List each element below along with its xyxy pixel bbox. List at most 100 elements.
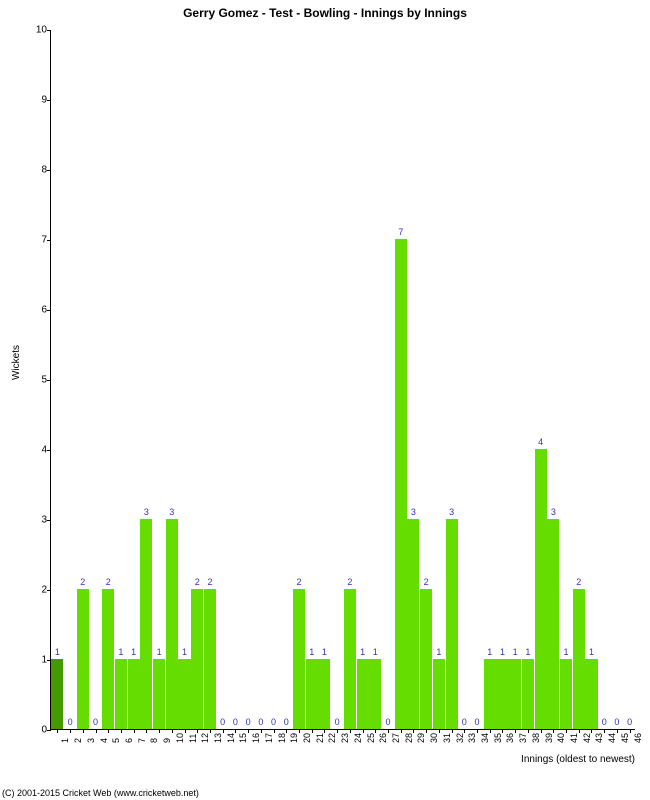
x-tick: 30 bbox=[429, 733, 439, 743]
x-tick: 35 bbox=[493, 733, 503, 743]
x-tick: 45 bbox=[620, 733, 630, 743]
x-tick: 38 bbox=[531, 733, 541, 743]
bar-value-label: 4 bbox=[535, 437, 547, 447]
y-tick-mark bbox=[47, 170, 51, 171]
bar-value-label: 1 bbox=[560, 647, 572, 657]
bar-value-label: 1 bbox=[153, 647, 165, 657]
x-tick-mark bbox=[108, 729, 109, 733]
x-tick: 26 bbox=[378, 733, 388, 743]
x-tick-mark bbox=[121, 729, 122, 733]
x-tick-mark bbox=[553, 729, 554, 733]
bar-value-label: 2 bbox=[102, 577, 114, 587]
x-tick: 40 bbox=[556, 733, 566, 743]
y-tick-mark bbox=[47, 240, 51, 241]
bar-value-label: 1 bbox=[369, 647, 381, 657]
x-tick-mark bbox=[185, 729, 186, 733]
x-tick: 37 bbox=[518, 733, 528, 743]
bar: 1 bbox=[306, 659, 318, 729]
x-tick: 1 bbox=[60, 738, 70, 743]
bar: 1 bbox=[51, 659, 63, 729]
y-tick: 9 bbox=[23, 95, 47, 106]
bar: 1 bbox=[115, 659, 127, 729]
bar-value-label: 0 bbox=[89, 717, 101, 727]
x-tick: 39 bbox=[544, 733, 554, 743]
bar-value-label: 2 bbox=[420, 577, 432, 587]
bar-value-label: 0 bbox=[242, 717, 254, 727]
bar-value-label: 0 bbox=[458, 717, 470, 727]
bar-value-label: 1 bbox=[496, 647, 508, 657]
bar-value-label: 1 bbox=[522, 647, 534, 657]
bar: 1 bbox=[318, 659, 330, 729]
bar-value-label: 1 bbox=[306, 647, 318, 657]
x-tick: 22 bbox=[327, 733, 337, 743]
x-tick: 12 bbox=[200, 733, 210, 743]
bar-value-label: 2 bbox=[344, 577, 356, 587]
x-tick-mark bbox=[312, 729, 313, 733]
x-tick-mark bbox=[146, 729, 147, 733]
bar-value-label: 0 bbox=[64, 717, 76, 727]
x-tick-mark bbox=[96, 729, 97, 733]
bar-value-label: 1 bbox=[433, 647, 445, 657]
bar: 3 bbox=[407, 519, 419, 729]
bar-value-label: 0 bbox=[217, 717, 229, 727]
x-tick: 27 bbox=[391, 733, 401, 743]
x-axis-label: Innings (oldest to newest) bbox=[521, 754, 635, 765]
x-tick-mark bbox=[528, 729, 529, 733]
bar-value-label: 1 bbox=[51, 647, 63, 657]
bar: 1 bbox=[484, 659, 496, 729]
bar-value-label: 0 bbox=[382, 717, 394, 727]
chart-title: Gerry Gomez - Test - Bowling - Innings b… bbox=[0, 0, 650, 20]
bar: 1 bbox=[560, 659, 572, 729]
x-tick-mark bbox=[452, 729, 453, 733]
x-tick: 46 bbox=[633, 733, 643, 743]
x-tick-mark bbox=[210, 729, 211, 733]
bar-value-label: 0 bbox=[598, 717, 610, 727]
bar-value-label: 3 bbox=[446, 507, 458, 517]
bar: 1 bbox=[178, 659, 190, 729]
plot-area: WicketsInnings (oldest to newest)0123456… bbox=[50, 30, 635, 730]
y-tick: 1 bbox=[23, 655, 47, 666]
bar-value-label: 1 bbox=[128, 647, 140, 657]
bar-value-label: 0 bbox=[229, 717, 241, 727]
bar-value-label: 1 bbox=[115, 647, 127, 657]
x-tick: 19 bbox=[289, 733, 299, 743]
y-tick: 5 bbox=[23, 375, 47, 386]
x-tick: 29 bbox=[416, 733, 426, 743]
x-tick-mark bbox=[541, 729, 542, 733]
x-tick: 44 bbox=[607, 733, 617, 743]
x-tick: 20 bbox=[302, 733, 312, 743]
x-tick-mark bbox=[426, 729, 427, 733]
x-tick-mark bbox=[172, 729, 173, 733]
bar: 3 bbox=[446, 519, 458, 729]
bar-value-label: 1 bbox=[178, 647, 190, 657]
x-tick-mark bbox=[464, 729, 465, 733]
bar: 1 bbox=[433, 659, 445, 729]
bar: 1 bbox=[496, 659, 508, 729]
x-tick-mark bbox=[591, 729, 592, 733]
bar-value-label: 1 bbox=[484, 647, 496, 657]
bar: 2 bbox=[420, 589, 432, 729]
y-tick-mark bbox=[47, 100, 51, 101]
x-tick-mark bbox=[617, 729, 618, 733]
x-tick: 43 bbox=[594, 733, 604, 743]
y-tick: 4 bbox=[23, 445, 47, 456]
x-tick: 34 bbox=[480, 733, 490, 743]
x-tick: 15 bbox=[238, 733, 248, 743]
chart-container: Gerry Gomez - Test - Bowling - Innings b… bbox=[0, 0, 650, 800]
x-tick: 36 bbox=[505, 733, 515, 743]
y-tick-mark bbox=[47, 310, 51, 311]
y-tick-mark bbox=[47, 520, 51, 521]
bar: 3 bbox=[166, 519, 178, 729]
x-tick: 41 bbox=[569, 733, 579, 743]
x-tick: 11 bbox=[188, 734, 198, 743]
x-tick: 32 bbox=[455, 733, 465, 743]
y-tick: 0 bbox=[23, 725, 47, 736]
x-tick: 10 bbox=[175, 733, 185, 743]
x-tick-mark bbox=[83, 729, 84, 733]
bar: 2 bbox=[191, 589, 203, 729]
x-tick: 9 bbox=[162, 738, 172, 743]
x-tick-mark bbox=[159, 729, 160, 733]
bar-value-label: 3 bbox=[407, 507, 419, 517]
x-tick-mark bbox=[375, 729, 376, 733]
bar-value-label: 0 bbox=[268, 717, 280, 727]
